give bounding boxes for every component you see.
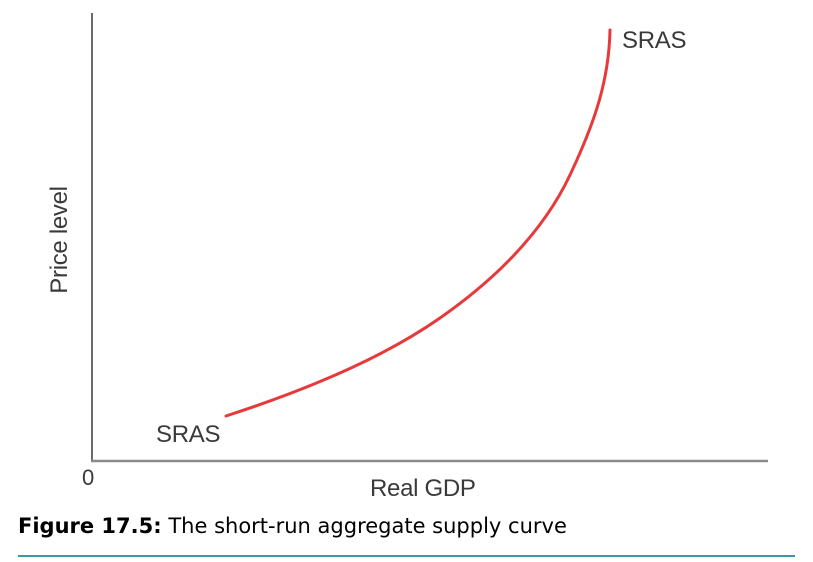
sras-label-bottom: SRAS — [156, 421, 221, 448]
sras-label-top: SRAS — [622, 27, 687, 54]
sras-curve — [224, 28, 612, 418]
caption-text: The short-run aggregate supply curve — [161, 514, 567, 538]
x-axis-label: Real GDP — [370, 475, 476, 502]
figure-number: Figure 17.5: — [18, 514, 162, 538]
origin-label: 0 — [82, 465, 95, 490]
y-axis-label: Price level — [46, 186, 73, 294]
caption-divider — [18, 555, 795, 557]
figure-caption: Figure 17.5: The short-run aggregate sup… — [18, 514, 567, 538]
